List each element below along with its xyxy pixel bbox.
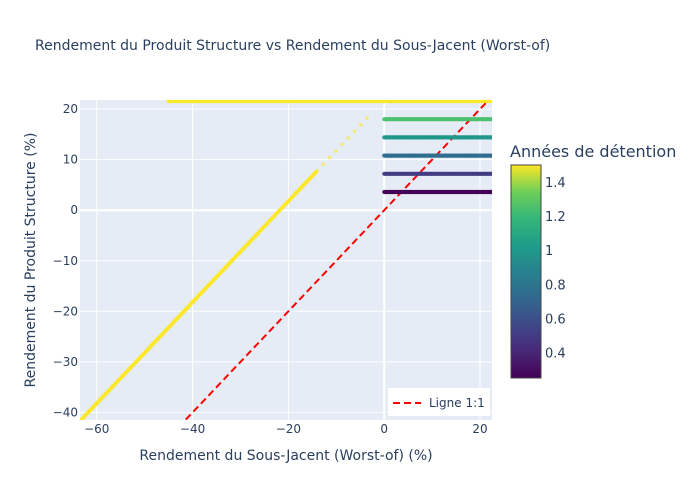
y-axis-label: Rendement du Produit Structure (%) — [23, 133, 39, 388]
data-point — [489, 117, 492, 122]
plot-background — [80, 100, 492, 420]
scatter-points — [80, 100, 492, 420]
colorbar-tick-label: 1.2 — [545, 210, 566, 225]
x-tick-label: −60 — [84, 422, 109, 436]
data-point — [334, 149, 338, 153]
colorbar-tick-labels: 0.4 0.6 0.8 1 1.2 1.4 — [545, 176, 566, 361]
x-tick-label: −20 — [276, 422, 301, 436]
x-axis-label: Rendement du Sous-Jacent (Worst-of) (%) — [139, 448, 432, 464]
colorbar — [510, 164, 542, 379]
x-tick-label: 0 — [380, 422, 388, 436]
colorbar-tick-label: 0.4 — [545, 346, 566, 361]
y-tick-label: −40 — [53, 405, 78, 419]
data-point — [489, 171, 492, 176]
colorbar-tick-label: 0.8 — [545, 278, 566, 293]
grid — [80, 100, 492, 420]
data-point — [315, 169, 319, 173]
data-point — [321, 162, 326, 166]
legend[interactable]: Ligne 1:1 — [388, 388, 490, 416]
y-tick-label: 20 — [63, 102, 78, 116]
y-tick-labels: −40 −30 −20 −10 0 10 20 — [53, 102, 78, 419]
data-point — [358, 123, 363, 127]
data-point — [489, 153, 492, 158]
legend-label: Ligne 1:1 — [429, 396, 485, 410]
data-point — [489, 135, 492, 140]
colorbar-tick-label: 1 — [545, 244, 553, 259]
y-tick-label: 0 — [70, 203, 78, 217]
data-point — [352, 129, 357, 134]
data-point — [340, 142, 344, 147]
data-point — [346, 136, 351, 140]
x-tick-labels: −60 −40 −20 0 20 — [84, 422, 488, 436]
colorbar-tick-label: 0.6 — [545, 312, 566, 327]
data-point — [365, 116, 369, 120]
y-tick-label: −30 — [53, 355, 78, 369]
y-tick-label: −10 — [53, 254, 78, 268]
x-tick-label: −40 — [180, 422, 205, 436]
colorbar-title: Années de détention — [510, 142, 676, 161]
reference-line-group — [184, 100, 491, 420]
y-tick-label: −20 — [53, 304, 78, 318]
colorbar-tick-label: 1.4 — [545, 176, 566, 191]
x-tick-label: 20 — [472, 422, 487, 436]
data-point — [327, 155, 332, 160]
chart-title: Rendement du Produit Structure vs Rendem… — [35, 38, 550, 54]
data-point — [489, 189, 492, 195]
reference-line-1-1 — [184, 100, 491, 420]
data-point — [489, 100, 492, 104]
y-tick-label: 10 — [63, 153, 78, 167]
